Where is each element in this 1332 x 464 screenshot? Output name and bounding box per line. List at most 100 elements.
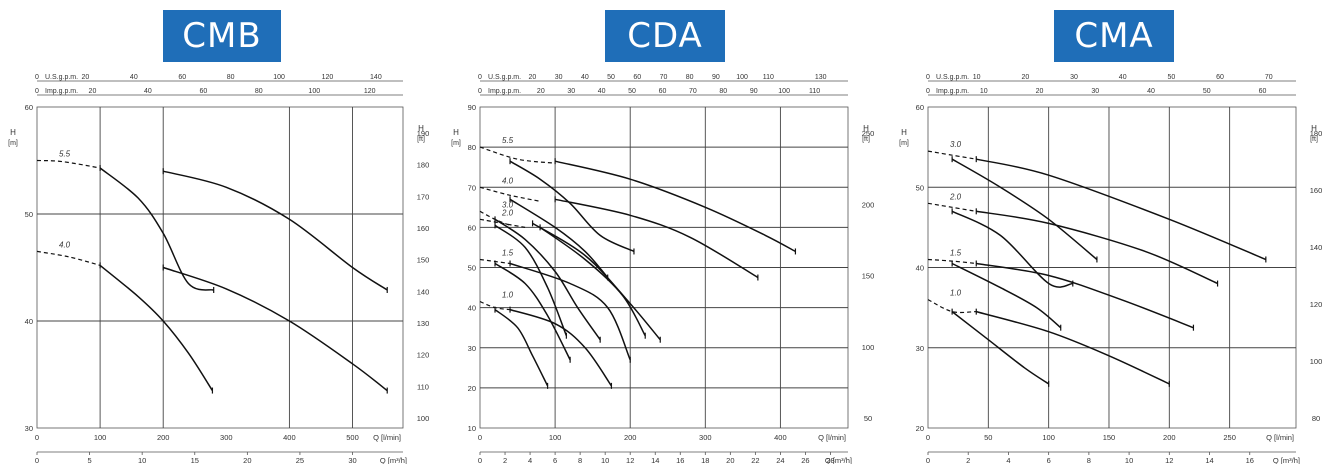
dashed-curve xyxy=(36,250,101,266)
dashed-curve xyxy=(927,202,977,212)
pump-curve xyxy=(494,309,549,387)
ft-tick-label: 140 xyxy=(417,287,430,296)
series-label: 1.0 xyxy=(502,291,514,300)
y-tick-label: 60 xyxy=(25,103,33,112)
pump-curve xyxy=(494,262,571,361)
x-tick-label: 200 xyxy=(1163,433,1176,442)
m3h-tick-label: 20 xyxy=(243,456,251,464)
x-tick-label: 0 xyxy=(926,433,930,442)
dashed-curve xyxy=(927,299,977,314)
ft-tick-label: 170 xyxy=(417,192,430,201)
m3h-tick-label: 10 xyxy=(601,456,609,464)
y-tick-label: 30 xyxy=(468,344,476,353)
m3h-tick-label: 24 xyxy=(776,456,784,464)
us-tick-label: 10 xyxy=(973,74,981,81)
series-label: 4.0 xyxy=(502,176,514,185)
us-tick-label: 20 xyxy=(1021,74,1029,81)
pump-curve xyxy=(163,170,388,291)
ft-tick-label: 150 xyxy=(862,272,875,281)
m3h-tick-label: 18 xyxy=(701,456,709,464)
us-tick-label: 20 xyxy=(82,74,90,81)
imp-tick-label: 30 xyxy=(1091,88,1099,95)
series-label: 1.5 xyxy=(950,248,962,257)
pump-curve xyxy=(494,218,601,341)
m3h-tick-label: 12 xyxy=(1165,456,1173,464)
us-tick-label: 130 xyxy=(815,74,827,81)
m3h-tick-label: 12 xyxy=(626,456,634,464)
x-tick-label: 200 xyxy=(624,433,637,442)
pump-curve xyxy=(509,160,635,253)
m3h-tick-label: 0 xyxy=(35,456,39,464)
pump-curve xyxy=(509,308,613,387)
pump-curve xyxy=(532,222,661,341)
imp-tick-label: 60 xyxy=(199,88,207,95)
ft-tick-label: 150 xyxy=(417,256,430,265)
left-axis-unit: [m] xyxy=(451,140,461,147)
us-tick-label: 120 xyxy=(322,74,334,81)
x-tick-label: 100 xyxy=(549,433,562,442)
dashed-curve xyxy=(479,146,556,164)
series-4-0: 4.0 xyxy=(36,240,388,394)
ft-tick-label: 120 xyxy=(1310,300,1323,309)
m3h-tick-label: 0 xyxy=(926,456,930,464)
imp-axis-label: Imp.g.p.m. xyxy=(45,88,78,95)
us-tick-label: 60 xyxy=(1216,74,1224,81)
badge-cma: CMA xyxy=(1054,10,1174,62)
us-tick-label: 40 xyxy=(130,74,138,81)
right-axis-unit: [ft] xyxy=(1310,136,1318,143)
left-axis-unit: [m] xyxy=(8,140,18,147)
us-tick-label: 40 xyxy=(581,74,589,81)
series-label: 1.0 xyxy=(950,289,962,298)
us-tick-label: 70 xyxy=(1265,74,1273,81)
imp-tick-label: 100 xyxy=(308,88,320,95)
ft-tick-label: 50 xyxy=(864,414,872,423)
us-tick-label: 100 xyxy=(273,74,285,81)
pump-curve xyxy=(99,167,214,291)
ft-tick-label: 200 xyxy=(862,200,875,209)
y-tick-label: 60 xyxy=(468,223,476,232)
ft-tick-label: 180 xyxy=(417,161,430,170)
pump-curve xyxy=(951,262,1062,329)
series-label: 4.0 xyxy=(59,240,71,249)
ft-tick-label: 130 xyxy=(417,319,430,328)
right-axis-unit: [ft] xyxy=(862,136,870,143)
m3h-tick-label: 2 xyxy=(966,456,970,464)
imp-tick-label: 30 xyxy=(567,88,575,95)
pump-curve xyxy=(976,158,1267,261)
ft-tick-label: 120 xyxy=(417,351,430,360)
pump-curve xyxy=(509,262,631,361)
m3h-tick-label: 5 xyxy=(88,456,92,464)
x-axis-label: Q [l/min] xyxy=(373,433,401,442)
ft-tick-label: 140 xyxy=(1310,243,1323,252)
y-tick-label: 50 xyxy=(916,183,924,192)
us-tick-label: 80 xyxy=(227,74,235,81)
plot-frame xyxy=(36,106,404,429)
imp-tick-label: 50 xyxy=(1203,88,1211,95)
pump-curve xyxy=(509,198,609,278)
x-tick-label: 50 xyxy=(984,433,992,442)
us-tick-label: 80 xyxy=(686,74,694,81)
us-tick-label: 60 xyxy=(633,74,641,81)
dashed-curve xyxy=(479,186,541,202)
us-tick-label: 100 xyxy=(736,74,748,81)
ft-tick-label: 160 xyxy=(417,224,430,233)
m3h-tick-label: 26 xyxy=(801,456,809,464)
imp-tick-label: 110 xyxy=(809,88,820,95)
series-label: 5.5 xyxy=(59,150,71,159)
us-tick-label: 90 xyxy=(712,74,720,81)
imp-tick-label: 60 xyxy=(1259,88,1267,95)
y-tick-label: 60 xyxy=(916,103,924,112)
series-label: 3.0 xyxy=(502,200,514,209)
series-label: 2.0 xyxy=(949,192,962,201)
left-axis-unit: [m] xyxy=(899,140,909,147)
us-axis-label: U.S.g.p.m. xyxy=(936,74,969,81)
imp-tick-label: 120 xyxy=(364,88,376,95)
ft-tick-label: 80 xyxy=(1312,414,1320,423)
y-tick-label: 10 xyxy=(468,424,476,433)
imp-tick-label: 20 xyxy=(1036,88,1044,95)
m3h-tick-label: 30 xyxy=(348,456,356,464)
left-axis-title: H xyxy=(901,128,907,137)
